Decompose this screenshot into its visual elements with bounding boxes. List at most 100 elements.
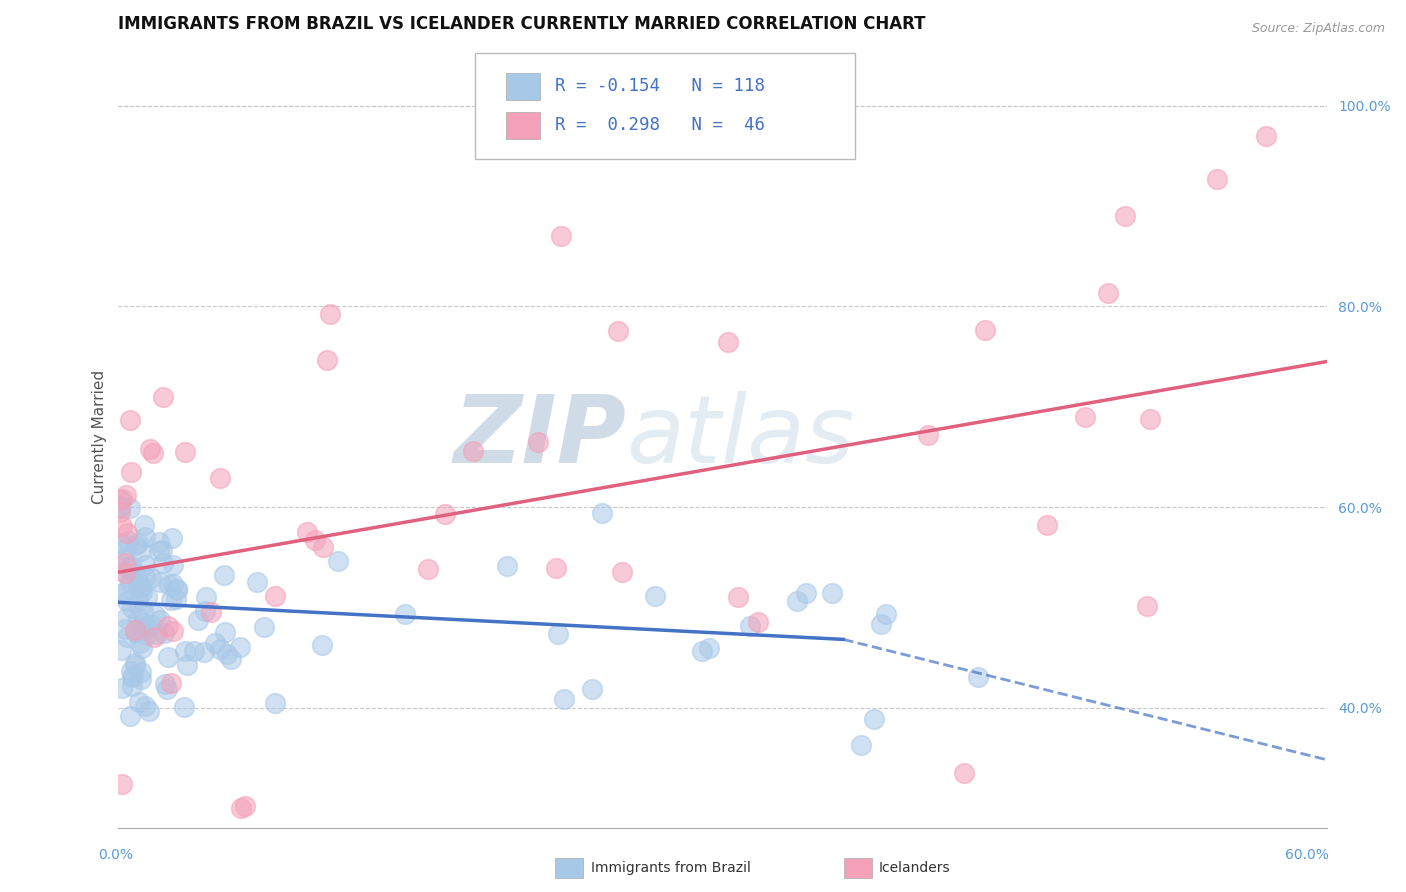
Point <box>132 616 155 631</box>
Point <box>875 607 897 622</box>
Bar <box>506 112 540 139</box>
Point <box>183 643 205 657</box>
Point <box>120 709 142 723</box>
Point <box>127 595 149 609</box>
Point <box>114 611 136 625</box>
Point <box>644 590 666 604</box>
Point <box>176 657 198 672</box>
Point <box>738 618 761 632</box>
Point <box>786 594 808 608</box>
Point <box>121 670 143 684</box>
Point <box>149 574 172 589</box>
Point <box>208 641 231 656</box>
Point <box>110 492 132 507</box>
Point <box>326 554 349 568</box>
Point <box>120 664 142 678</box>
Point <box>134 569 156 583</box>
Point <box>304 533 326 547</box>
Point <box>148 544 170 558</box>
Point <box>187 614 209 628</box>
Point <box>1256 128 1278 143</box>
Point <box>264 589 287 603</box>
Text: Immigrants from Brazil: Immigrants from Brazil <box>591 861 751 875</box>
Text: atlas: atlas <box>626 392 853 483</box>
Point <box>134 558 156 573</box>
Point <box>173 699 195 714</box>
Point <box>121 679 143 693</box>
Point <box>131 604 153 618</box>
Point <box>553 691 575 706</box>
Text: R =  0.298   N =  46: R = 0.298 N = 46 <box>554 117 765 135</box>
Point <box>162 558 184 572</box>
Point <box>173 445 195 459</box>
Point <box>416 562 439 576</box>
Text: R = -0.154   N = 118: R = -0.154 N = 118 <box>554 78 765 95</box>
Point <box>193 645 215 659</box>
Point <box>128 574 150 589</box>
Point <box>110 500 132 515</box>
Point <box>134 698 156 713</box>
Point <box>148 534 170 549</box>
Point <box>129 580 152 594</box>
Point <box>131 585 153 599</box>
Point <box>124 658 146 673</box>
Point <box>114 622 136 636</box>
FancyBboxPatch shape <box>475 54 855 159</box>
Point <box>129 635 152 649</box>
Point <box>120 559 142 574</box>
Point <box>208 470 231 484</box>
Point <box>295 525 318 540</box>
Point <box>610 565 633 579</box>
Point <box>129 672 152 686</box>
Point <box>253 620 276 634</box>
Point <box>132 622 155 636</box>
Point <box>138 442 160 457</box>
Point <box>111 777 134 791</box>
Point <box>153 626 176 640</box>
Point <box>547 626 569 640</box>
Point <box>129 543 152 558</box>
Point <box>129 620 152 634</box>
Point <box>550 229 572 244</box>
Point <box>124 656 146 670</box>
Point <box>200 606 222 620</box>
Point <box>125 538 148 552</box>
Point <box>162 577 184 591</box>
Point <box>135 628 157 642</box>
Point <box>129 581 152 595</box>
Point <box>122 565 145 579</box>
Text: IMMIGRANTS FROM BRAZIL VS ICELANDER CURRENTLY MARRIED CORRELATION CHART: IMMIGRANTS FROM BRAZIL VS ICELANDER CURR… <box>118 15 927 33</box>
Point <box>214 625 236 640</box>
Text: 0.0%: 0.0% <box>98 847 134 862</box>
Point <box>134 530 156 544</box>
Point <box>953 765 976 780</box>
Point <box>110 564 132 578</box>
Point <box>1097 286 1119 301</box>
Point <box>160 593 183 607</box>
Text: ZIP: ZIP <box>453 391 626 483</box>
Point <box>591 506 613 520</box>
Point <box>217 648 239 662</box>
Point <box>869 616 891 631</box>
Point <box>118 413 141 427</box>
Point <box>194 604 217 618</box>
Bar <box>506 73 540 100</box>
Point <box>1206 171 1229 186</box>
Point <box>111 519 134 533</box>
Point <box>316 353 339 368</box>
Point <box>219 652 242 666</box>
Point <box>128 695 150 709</box>
Point <box>156 682 179 697</box>
Point <box>174 643 197 657</box>
Point <box>152 556 174 570</box>
Point <box>112 585 135 599</box>
Point <box>246 575 269 590</box>
Point <box>212 568 235 582</box>
Point <box>1035 517 1057 532</box>
Point <box>122 568 145 582</box>
Point <box>794 586 817 600</box>
Point <box>162 624 184 639</box>
Point <box>110 535 132 549</box>
Point <box>1074 409 1097 424</box>
Point <box>142 446 165 460</box>
